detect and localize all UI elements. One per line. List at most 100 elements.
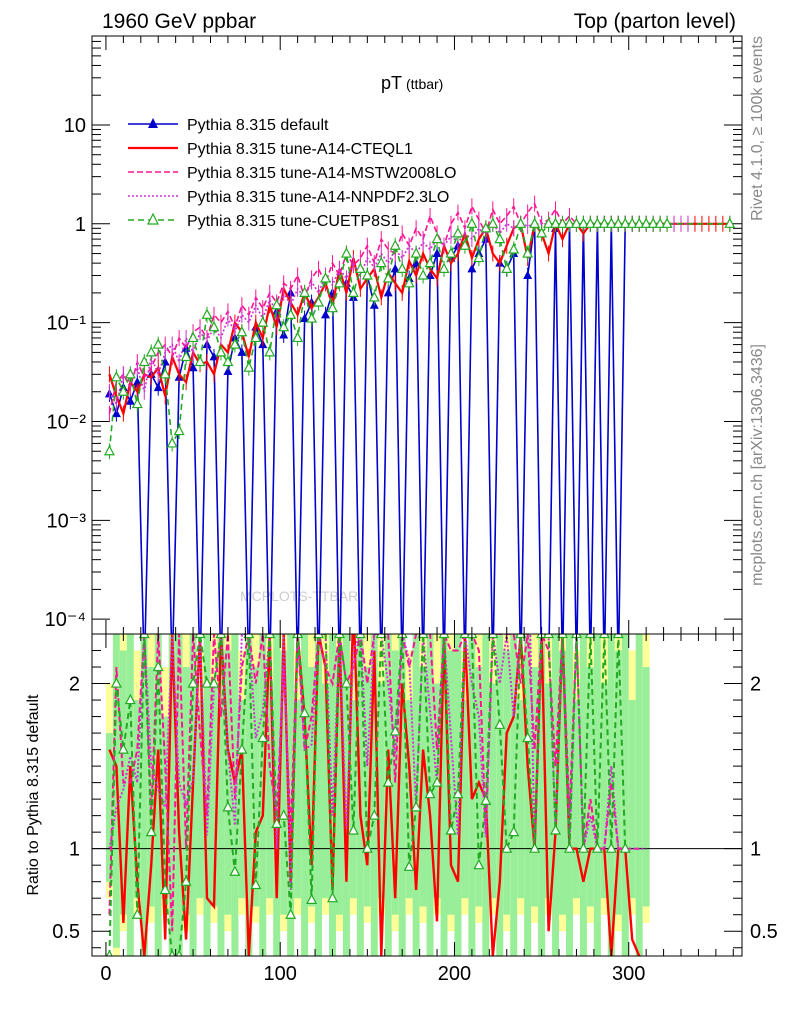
ratio-point: [480, 794, 492, 805]
green-band: [524, 634, 532, 956]
x-tick-label: 0: [100, 963, 111, 985]
ratio-point: [340, 677, 352, 688]
data-point: [661, 217, 673, 228]
ratio-point: [306, 893, 318, 904]
data-point: [124, 368, 136, 379]
data-point: [563, 217, 575, 228]
data-point: [390, 263, 400, 273]
green-band: [614, 650, 622, 915]
green-band: [538, 634, 546, 956]
ratio-point: [417, 634, 429, 639]
data-point: [724, 217, 736, 228]
data-point: [633, 217, 645, 228]
data-point: [432, 248, 442, 258]
y-tick-label: 10⁻³: [47, 510, 87, 532]
ratio-point: [138, 634, 150, 639]
data-point: [313, 296, 325, 307]
data-point: [473, 251, 485, 263]
data-point: [467, 263, 477, 273]
data-point: [438, 262, 450, 273]
green-band: [161, 716, 169, 899]
ratio-point: [452, 787, 464, 799]
legend-marker: [147, 212, 159, 225]
ratio-point: [131, 908, 143, 919]
data-point: [382, 272, 394, 283]
green-band: [349, 700, 357, 899]
data-point: [125, 396, 135, 405]
legend-label: Pythia 8.315 tune-A14-MSTW2008LO: [187, 165, 456, 182]
ratio-point: [347, 824, 359, 835]
ratio-point: [168, 949, 176, 956]
data-point: [411, 258, 421, 267]
green-band: [384, 634, 392, 956]
green-band: [377, 683, 385, 899]
main-panel: pT (ttbar) MCPLOTS-TTBAR 10110⁻¹10⁻²10⁻³…: [45, 35, 743, 635]
green-band: [510, 634, 518, 956]
mcplots-label: mcplots.cern.ch [arXiv:1306.3436]: [749, 344, 766, 586]
ratio-point: [145, 825, 157, 837]
data-point: [209, 351, 219, 361]
data-point: [375, 256, 387, 268]
data-point: [389, 239, 401, 250]
green-band: [294, 700, 302, 899]
green-band: [301, 634, 309, 956]
green-band: [635, 634, 643, 956]
ratio-point: [299, 706, 311, 718]
ratio-point: [159, 883, 171, 895]
ratio-panel: 0.5 0.5 1 1 2 2 0 100 200 300 Ratio to Pythia 8.3…: [25, 633, 778, 985]
data-point: [278, 320, 290, 332]
green-band: [503, 650, 511, 915]
data-point: [557, 217, 569, 228]
green-band: [475, 667, 483, 907]
green-band: [593, 634, 601, 956]
data-point: [410, 247, 422, 258]
data-point: [417, 269, 429, 280]
main-axes: 10 1 10⁻¹ 10⁻² 10⁻³ 10⁻⁴: [45, 36, 742, 634]
legend-label: Pythia 8.315 tune-CUETP8S1: [187, 213, 400, 230]
ratio-point: [508, 825, 520, 837]
green-band: [545, 683, 553, 899]
series-line-0: [108, 223, 626, 634]
ratio-point: [501, 842, 513, 853]
series-line-4: [108, 220, 730, 452]
y-tick-label: 10: [64, 115, 86, 137]
ratio-point: [577, 842, 589, 853]
data-point: [229, 338, 241, 349]
green-band: [133, 700, 141, 899]
ratio-point: [612, 634, 624, 639]
data-point: [529, 217, 541, 228]
data-point: [166, 437, 178, 448]
green-band: [517, 700, 525, 899]
data-point: [396, 262, 408, 273]
ratio-frame: [91, 633, 743, 957]
ratio-point: [175, 949, 183, 956]
data-point: [306, 312, 318, 323]
data-point: [180, 350, 192, 362]
ratio-point: [194, 634, 206, 639]
ratio-point: [201, 677, 213, 688]
y-tick-label: 10⁻⁴: [45, 609, 86, 631]
data-point: [523, 270, 533, 279]
x-tick-label: 300: [612, 963, 645, 985]
rivet-label: Rivet 4.1.0, ≥ 100k events: [749, 36, 766, 221]
data-point: [361, 269, 373, 280]
green-band: [245, 634, 253, 956]
green-band: [266, 683, 274, 899]
green-band: [461, 700, 469, 899]
ratio-point: [124, 693, 136, 705]
ratio-y-tick-label-left: 0.5: [52, 921, 80, 943]
green-band: [126, 634, 134, 956]
green-band: [335, 650, 343, 915]
green-band: [196, 700, 204, 899]
data-point: [501, 262, 513, 273]
data-point: [321, 309, 331, 319]
ratio-point: [459, 634, 471, 639]
data-point: [188, 362, 198, 372]
data-point: [368, 291, 380, 302]
data-point: [354, 262, 366, 273]
ratio-point: [229, 865, 241, 876]
ratio-point: [110, 677, 122, 688]
data-point: [612, 217, 624, 228]
series-line-3: [108, 222, 688, 407]
ratio-point: [403, 860, 415, 871]
